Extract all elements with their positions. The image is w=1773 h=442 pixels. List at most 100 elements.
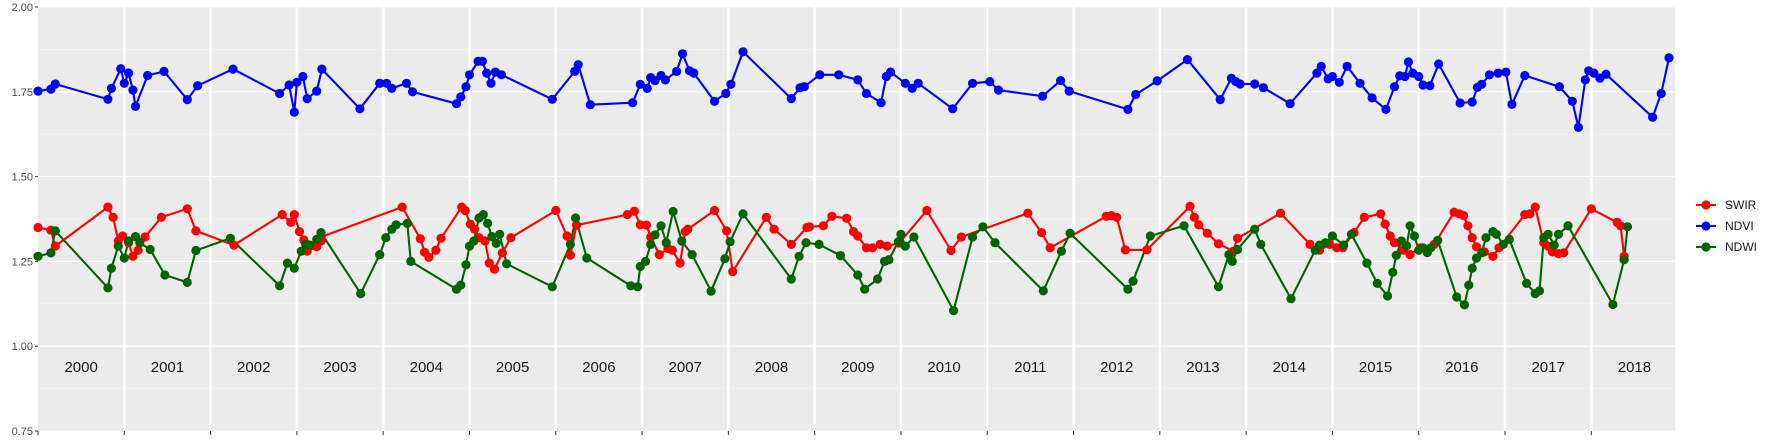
point-swir xyxy=(33,222,43,233)
point-swir xyxy=(827,211,837,221)
point-ndvi xyxy=(968,78,978,88)
point-ndvi xyxy=(1477,79,1487,89)
point-swir xyxy=(1389,238,1400,248)
point-swir xyxy=(1376,209,1386,219)
point-ndwi xyxy=(860,284,870,294)
point-ndvi xyxy=(124,68,134,78)
point-swir xyxy=(622,210,633,220)
point-swir xyxy=(882,241,892,251)
point-ndvi xyxy=(985,77,995,87)
point-ndwi xyxy=(1402,241,1412,251)
point-swir xyxy=(1023,208,1033,218)
y-tick-label: 0.75 xyxy=(12,426,33,438)
point-ndvi xyxy=(1064,86,1074,96)
point-swir xyxy=(50,241,60,251)
point-ndwi xyxy=(1339,240,1349,250)
point-swir xyxy=(1385,231,1395,241)
point-ndwi xyxy=(487,232,497,242)
point-swir xyxy=(294,227,305,237)
point-ndvi xyxy=(628,98,638,108)
point-ndvi xyxy=(886,67,896,77)
point-swir xyxy=(277,210,287,220)
point-swir xyxy=(956,232,966,242)
point-ndwi xyxy=(896,229,906,239)
point-ndvi xyxy=(401,78,412,88)
point-swir xyxy=(641,220,652,230)
point-ndwi xyxy=(1619,255,1629,265)
point-ndwi xyxy=(582,253,592,263)
point-swir xyxy=(1185,201,1195,211)
year-label: 2012 xyxy=(1100,359,1133,376)
point-swir xyxy=(1112,212,1122,222)
point-swir xyxy=(804,222,815,232)
point-ndwi xyxy=(469,236,479,246)
point-swir xyxy=(182,204,192,214)
point-ndwi xyxy=(182,277,192,287)
point-ndwi xyxy=(289,263,299,273)
point-swir xyxy=(497,248,507,258)
point-ndvi xyxy=(900,78,910,88)
point-ndwi xyxy=(1409,231,1419,241)
point-swir xyxy=(1488,251,1498,261)
point-ndvi xyxy=(312,86,322,96)
point-ndvi xyxy=(1414,71,1424,82)
point-ndwi xyxy=(978,222,988,232)
point-swir xyxy=(1471,242,1482,252)
point-swir xyxy=(629,206,639,216)
point-swir xyxy=(1194,220,1204,230)
point-ndwi xyxy=(1227,256,1237,266)
year-label: 2014 xyxy=(1273,359,1306,376)
point-ndwi xyxy=(909,232,919,242)
point-ndvi xyxy=(853,75,863,85)
legend-label-ndwi: NDWI xyxy=(1725,240,1757,254)
point-swir xyxy=(875,239,885,249)
point-ndwi xyxy=(1286,294,1296,304)
point-ndwi xyxy=(225,233,235,243)
point-swir xyxy=(683,224,693,234)
point-swir xyxy=(728,267,738,277)
point-ndwi xyxy=(968,232,978,242)
year-label: 2005 xyxy=(496,359,529,376)
point-ndwi xyxy=(900,241,910,251)
year-label: 2002 xyxy=(237,359,270,376)
point-ndwi xyxy=(633,282,643,292)
point-ndvi xyxy=(1520,70,1530,81)
point-ndwi xyxy=(786,274,796,284)
point-ndvi xyxy=(182,95,192,105)
point-ndvi xyxy=(298,71,308,82)
point-ndvi xyxy=(1573,122,1583,132)
point-ndvi xyxy=(1123,104,1133,114)
point-swir xyxy=(562,231,572,241)
point-ndwi xyxy=(853,270,863,280)
point-ndwi xyxy=(402,218,412,228)
point-ndwi xyxy=(1622,222,1633,232)
legend-label-swir: SWIR xyxy=(1725,198,1757,212)
year-label: 2018 xyxy=(1618,359,1651,376)
point-ndvi xyxy=(1648,112,1658,122)
point-swir xyxy=(415,234,425,244)
point-swir xyxy=(1405,250,1415,260)
point-ndvi xyxy=(1425,81,1435,91)
point-ndvi xyxy=(907,83,917,93)
point-ndwi xyxy=(1327,231,1337,241)
point-ndvi xyxy=(496,70,506,80)
point-ndvi xyxy=(1484,70,1495,80)
point-ndvi xyxy=(1215,95,1225,105)
point-ndwi xyxy=(1543,229,1553,239)
point-ndwi xyxy=(1522,278,1532,288)
point-ndvi xyxy=(477,56,487,66)
year-labels: 2000 2001 2002 2003 2004 2005 2006 2007 2008 2009… xyxy=(64,359,1651,376)
point-swir xyxy=(1525,209,1535,219)
point-swir xyxy=(191,226,201,236)
point-ndvi xyxy=(275,88,285,99)
point-ndvi xyxy=(1501,67,1511,77)
point-ndwi xyxy=(1213,282,1224,292)
point-ndvi xyxy=(1235,79,1245,89)
year-label: 2013 xyxy=(1186,359,1219,376)
point-ndwi xyxy=(1256,239,1266,249)
point-ndvi xyxy=(1182,55,1192,65)
point-ndwi xyxy=(1145,231,1155,241)
point-ndwi xyxy=(1477,248,1487,258)
point-ndwi xyxy=(1467,263,1477,273)
point-ndvi xyxy=(1403,57,1413,67)
